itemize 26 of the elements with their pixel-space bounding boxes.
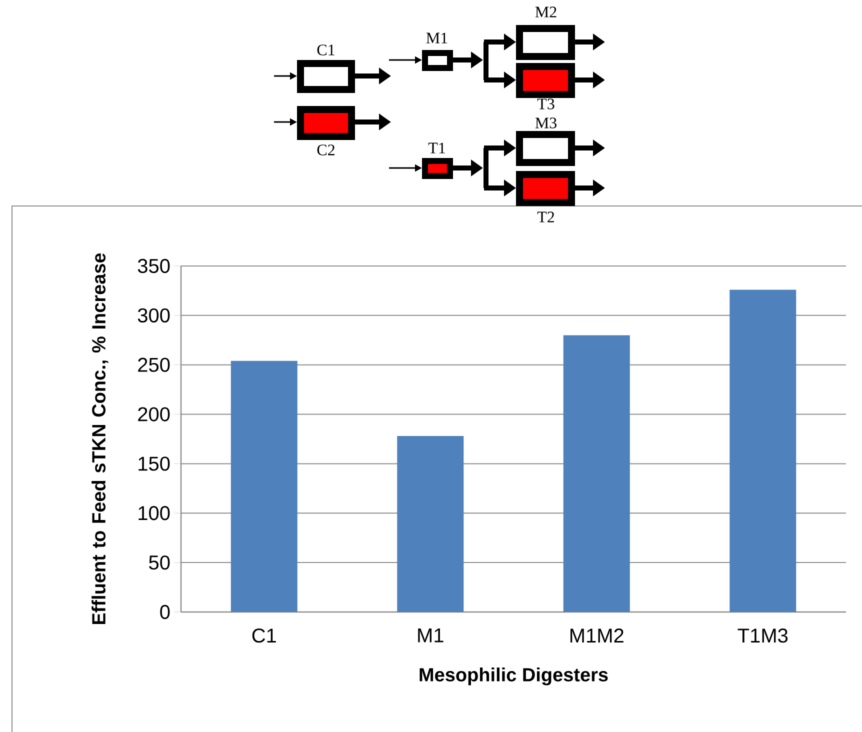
x-tick-label: T1M3 xyxy=(738,628,788,643)
y-tick-label: 250 xyxy=(138,358,170,372)
x-tick-label: M1M2 xyxy=(570,628,624,642)
y-tick-label: 350 xyxy=(138,258,170,274)
y-tick-label: 200 xyxy=(138,407,170,422)
text: M2 xyxy=(535,6,556,18)
text: C1 xyxy=(317,44,334,56)
x-axis-title: Mesophilic Digesters xyxy=(420,668,608,686)
text: T1 xyxy=(428,142,445,154)
y-tick-label: 100 xyxy=(138,506,170,520)
text: M1 xyxy=(426,32,448,44)
bar xyxy=(397,436,464,612)
y-axis-title: Effluent to Feed sTKN Conc., % Increase xyxy=(92,253,108,624)
y-tick-label: 300 xyxy=(138,308,170,323)
text: M3 xyxy=(535,118,556,128)
bar xyxy=(730,290,796,612)
y-tick-label: 0 xyxy=(160,604,170,620)
text: T2 xyxy=(537,212,554,222)
y-tick-label: 150 xyxy=(138,456,170,471)
bar xyxy=(563,335,630,612)
y-tick-label: 50 xyxy=(149,555,170,570)
text: T3 xyxy=(537,98,554,110)
x-tick-label: C1 xyxy=(252,628,276,643)
bar xyxy=(230,360,298,612)
x-tick-label: M1 xyxy=(418,628,444,642)
text: C2 xyxy=(317,144,334,156)
